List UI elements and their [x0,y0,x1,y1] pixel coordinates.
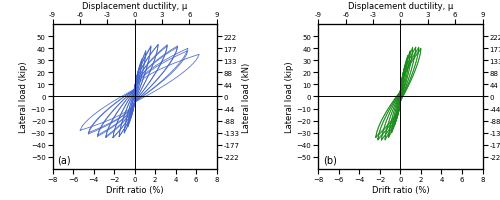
Text: (b): (b) [324,155,337,165]
Y-axis label: Lateral load (kN): Lateral load (kN) [242,62,252,132]
X-axis label: Displacement ductility, μ: Displacement ductility, μ [348,2,453,11]
X-axis label: Drift ratio (%): Drift ratio (%) [372,185,430,194]
X-axis label: Displacement ductility, μ: Displacement ductility, μ [82,2,187,11]
Y-axis label: Lateral load (kip): Lateral load (kip) [285,61,294,133]
Y-axis label: Lateral load (kip): Lateral load (kip) [19,61,28,133]
X-axis label: Drift ratio (%): Drift ratio (%) [106,185,164,194]
Text: (a): (a) [58,155,71,165]
